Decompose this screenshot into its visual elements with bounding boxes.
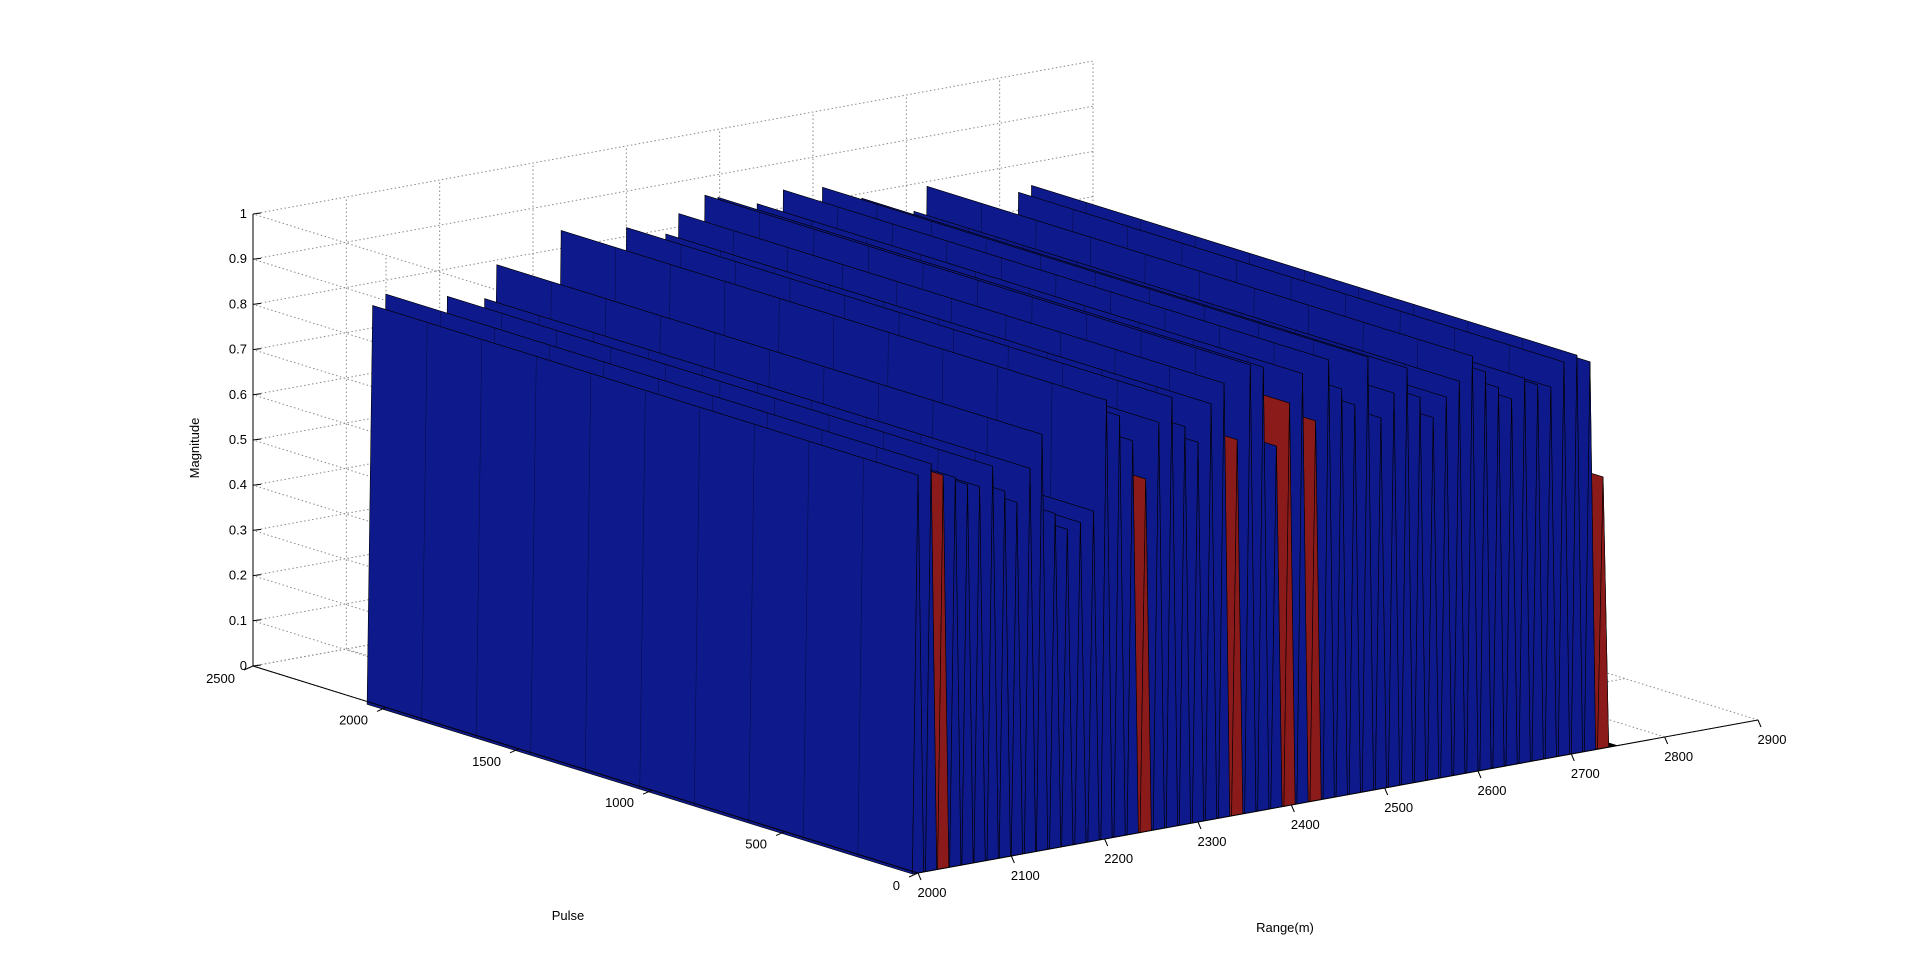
z-tick-label: 0.1	[229, 613, 247, 628]
y-tick-mark	[509, 748, 520, 754]
x-tick-mark	[1384, 787, 1389, 796]
z-tick-label: 0.6	[229, 387, 247, 402]
x-tick-label: 2500	[1384, 800, 1413, 815]
x-tick-label: 2600	[1478, 783, 1507, 798]
z-tick-label: 0	[240, 658, 247, 673]
peak-mesh-line	[857, 458, 864, 858]
y-axis-label: Pulse	[552, 908, 585, 923]
peak-mesh-line	[694, 407, 701, 807]
z-tick-mark	[252, 257, 262, 260]
peak-mesh-line	[530, 356, 537, 756]
peak-mesh-line	[475, 339, 483, 739]
y-tick-mark	[908, 872, 919, 878]
z-tick-mark	[252, 619, 262, 622]
y-tick-label: 500	[745, 837, 767, 852]
peak-mesh-line	[639, 390, 646, 790]
z-tick-mark	[252, 302, 262, 305]
z-tick-mark	[252, 393, 262, 396]
x-tick-mark	[1477, 770, 1482, 779]
x-tick-mark	[1290, 804, 1295, 813]
z-tick-mark	[252, 528, 262, 531]
z-tick-mark	[252, 483, 262, 486]
x-axis-label: Range(m)	[1256, 920, 1314, 935]
y-tick-mark	[243, 665, 254, 671]
z-tick-label: 0.4	[229, 477, 247, 492]
x-axis-line	[917, 719, 1759, 874]
y-axis-line	[252, 665, 919, 874]
z-axis-label: Magnitude	[187, 418, 202, 479]
x-tick-label: 2200	[1104, 851, 1133, 866]
peaks-layer	[366, 185, 1610, 875]
y-tick-label: 1500	[472, 754, 501, 769]
z-tick-mark	[252, 574, 262, 577]
y-tick-mark	[775, 831, 786, 837]
peak-mesh-line	[803, 441, 810, 841]
peak-mesh-line	[421, 322, 428, 722]
peak-mesh-line	[584, 373, 592, 773]
z-tick-label: 0.7	[229, 342, 247, 357]
y-tick-label: 2000	[339, 712, 368, 727]
y-tick-mark	[376, 706, 387, 712]
x-tick-mark	[1104, 838, 1109, 847]
z-tick-label: 0.9	[229, 251, 247, 266]
z-tick-label: 0.8	[229, 296, 247, 311]
z-tick-mark	[252, 438, 262, 441]
peak-mesh-line	[748, 424, 755, 824]
z-tick-mark	[252, 212, 262, 215]
x-tick-label: 2100	[1011, 868, 1040, 883]
ticks-layer: 2000 2100 2200 2300 2400 2500 2600 2700 2800 2900…	[206, 206, 1786, 900]
x-tick-label: 2700	[1571, 766, 1600, 781]
x-tick-mark	[1664, 736, 1669, 745]
y-tick-label: 0	[893, 878, 900, 893]
x-tick-label: 2000	[918, 885, 947, 900]
z-tick-label: 0.5	[229, 432, 247, 447]
grid-line	[252, 60, 1094, 215]
x-tick-label: 2900	[1758, 732, 1787, 747]
x-tick-label: 2300	[1198, 834, 1227, 849]
x-tick-mark	[917, 872, 922, 881]
x-tick-label: 2800	[1664, 749, 1693, 764]
z-tick-label: 1	[240, 206, 247, 221]
z-tick-mark	[252, 348, 262, 351]
x-tick-mark	[1757, 719, 1762, 728]
x-tick-mark	[1197, 821, 1202, 830]
y-tick-mark	[642, 789, 653, 795]
y-tick-label: 2500	[206, 671, 235, 686]
x-tick-label: 2400	[1291, 817, 1320, 832]
y-tick-label: 1000	[605, 795, 634, 810]
x-tick-mark	[1010, 855, 1015, 864]
z-tick-label: 0.3	[229, 522, 247, 537]
surface-peak	[366, 305, 924, 875]
z-tick-label: 0.2	[229, 568, 247, 583]
z-tick-mark	[252, 664, 262, 667]
axes-layer	[243, 212, 1762, 881]
x-tick-mark	[1570, 753, 1575, 762]
